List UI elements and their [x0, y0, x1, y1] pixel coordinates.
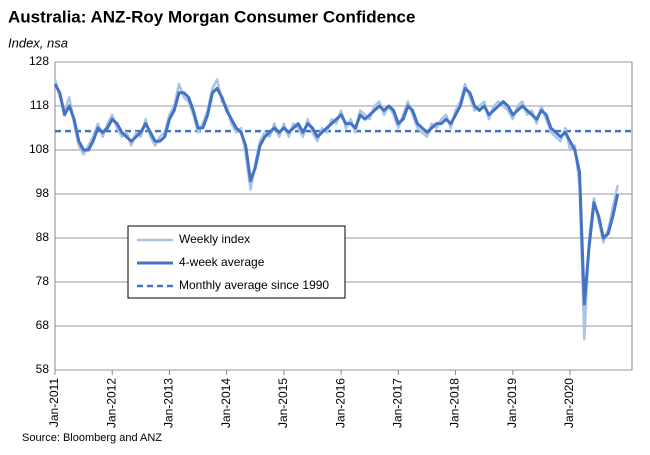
- y-tick-label: 118: [30, 98, 49, 112]
- legend: Weekly index 4-week average Monthly averag…: [127, 225, 346, 299]
- y-tick-label: 58: [36, 362, 50, 376]
- y-tick-label: 68: [36, 318, 50, 332]
- x-tick-label: Jan-2018: [448, 378, 462, 428]
- chart-title: Australia: ANZ-Roy Morgan Consumer Confi…: [8, 7, 415, 26]
- x-tick-label: Jan-2011: [47, 378, 61, 427]
- x-tick-label: Jan-2012: [104, 378, 118, 428]
- x-tick-label: Jan-2014: [219, 378, 233, 428]
- x-tick-label: Jan-2019: [505, 378, 519, 428]
- series-line: [53, 83, 620, 306]
- source-note: Source: Bloomberg and ANZ: [22, 432, 162, 444]
- x-tick-label: Jan-2020: [562, 378, 576, 428]
- chart-subtitle: Index, nsa: [8, 35, 68, 50]
- x-tick-label: Jan-2015: [276, 378, 290, 428]
- y-tick-label: 78: [36, 274, 50, 288]
- x-tick-label: Jan-2016: [333, 378, 347, 428]
- y-tick-label: 128: [29, 54, 49, 68]
- legend-label: Weekly index: [179, 232, 250, 246]
- y-tick-label: 108: [29, 142, 49, 156]
- legend-label: Monthly average since 1990: [179, 278, 329, 292]
- x-tick-label: Jan-2017: [391, 378, 405, 428]
- y-tick-label: 88: [36, 230, 50, 244]
- legend-label: 4-week average: [179, 255, 265, 269]
- y-tick-label: 98: [36, 186, 50, 200]
- x-tick-label: Jan-2013: [162, 378, 176, 428]
